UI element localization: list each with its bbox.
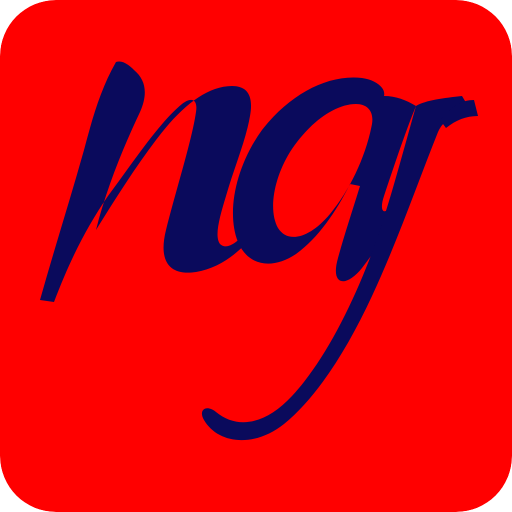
letter-g-flourish (440, 100, 478, 128)
letter-g-descender (201, 96, 474, 441)
letter-n-shape (40, 61, 252, 303)
letter-g-bowl (232, 77, 420, 282)
